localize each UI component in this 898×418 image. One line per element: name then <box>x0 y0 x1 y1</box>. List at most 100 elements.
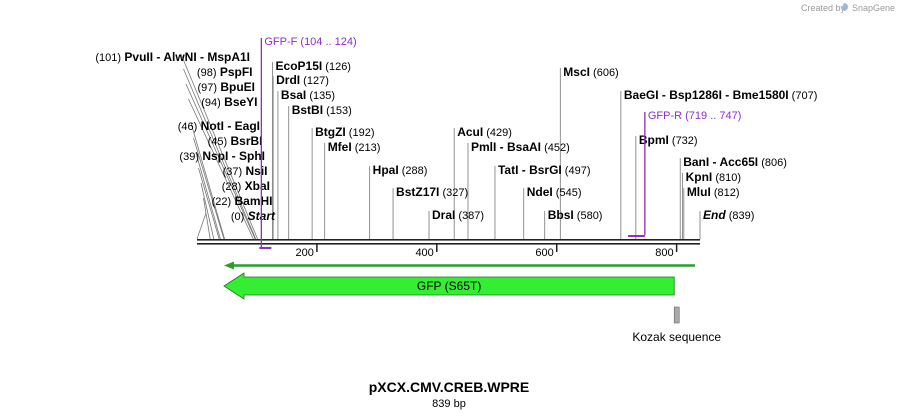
enzyme-name-pmli[interactable]: PmlI <box>471 140 496 154</box>
enzyme-name-mspa1i[interactable]: - MspA1I <box>197 50 250 64</box>
enzyme-name-start[interactable]: Start <box>244 209 276 223</box>
site-label-right-6[interactable]: HpaI (288) <box>373 163 428 177</box>
site-label-right-3[interactable]: BstBI (153) <box>292 103 352 117</box>
feature-gfp[interactable]: GFP (S65T) <box>223 272 675 300</box>
enzyme-name-bstbi[interactable]: BstBI <box>292 103 323 117</box>
site-label-right-18[interactable]: KpnI (810) <box>686 170 741 184</box>
site-label-left-6[interactable]: (39) NspI - SphI <box>179 149 265 163</box>
enzyme-name-bpmi[interactable]: BpmI <box>639 133 669 147</box>
svg-text:(98) PspFI: (98) PspFI <box>197 65 253 79</box>
enzyme-name-nsii[interactable]: NsiI <box>242 164 267 178</box>
site-label-right-17[interactable]: BanI - Acc65I (806) <box>683 155 787 169</box>
gfp-feature-arrow[interactable] <box>223 272 675 300</box>
svg-text:BpmI (732): BpmI (732) <box>639 133 698 147</box>
enzyme-name-kpni[interactable]: KpnI <box>686 170 713 184</box>
enzyme-name-pvuii[interactable]: PvuII <box>121 50 153 64</box>
site-label-right-0[interactable]: EcoP15I (126) <box>276 59 351 73</box>
enzyme-name-ndei[interactable]: NdeI <box>527 185 553 199</box>
enzyme-name-pspfi[interactable]: PspFI <box>216 65 252 79</box>
enzyme-name-xbai[interactable]: XbaI <box>241 179 270 193</box>
enzyme-name-sphi[interactable]: - SphI <box>228 149 265 163</box>
enzyme-name-bsrbi[interactable]: BsrBI <box>227 134 262 148</box>
svg-text:BbsI (580): BbsI (580) <box>548 208 603 222</box>
enzyme-name-acui[interactable]: AcuI <box>457 125 483 139</box>
enzyme-name-msci[interactable]: MscI <box>563 65 590 79</box>
enzyme-name-bsaai[interactable]: - BsaAI <box>496 140 541 154</box>
enzyme-name-bamhi[interactable]: BamHI <box>231 194 272 208</box>
site-position: (387) <box>455 210 484 222</box>
enzyme-name-btgzi[interactable]: BtgZI <box>315 125 346 139</box>
site-label-right-10[interactable]: PmlI - BsaAI (452) <box>471 140 570 154</box>
site-label-right-4[interactable]: BtgZI (192) <box>315 125 374 139</box>
site-label-left-1[interactable]: (98) PspFI <box>197 65 253 79</box>
primer-label-gfp-r[interactable]: GFP-R (719 .. 747) <box>648 110 742 122</box>
site-label-left-4[interactable]: (46) NotI - EagI <box>178 119 260 133</box>
enzyme-name-alwni[interactable]: - AlwNI <box>153 50 197 64</box>
enzyme-name-hpai[interactable]: HpaI <box>373 163 399 177</box>
enzyme-name-bbsi[interactable]: BbsI <box>548 208 574 222</box>
enzyme-name-nspi[interactable]: NspI <box>199 149 228 163</box>
enzyme-name-mlui[interactable]: MluI <box>687 185 711 199</box>
site-label-left-8[interactable]: (28) XbaI <box>222 179 270 193</box>
svg-text:DraI (387): DraI (387) <box>432 208 484 222</box>
primer-label-gfp-f[interactable]: GFP-F (104 .. 124) <box>264 36 356 48</box>
enzyme-name-tati[interactable]: TatI <box>498 163 518 177</box>
enzyme-name-end[interactable]: End <box>703 208 726 222</box>
enzyme-name-bsrgi[interactable]: - BsrGI <box>518 163 561 177</box>
enzyme-name-bani[interactable]: BanI <box>683 155 709 169</box>
site-label-right-19[interactable]: MluI (812) <box>687 185 740 199</box>
cut-site-lines <box>180 53 701 240</box>
site-position: (0) <box>231 211 244 223</box>
site-label-right-11[interactable]: TatI - BsrGI (497) <box>498 163 591 177</box>
site-label-right-14[interactable]: MscI (606) <box>563 65 618 79</box>
enzyme-name-baegi[interactable]: BaeGI <box>624 88 659 102</box>
primer-binding-bar[interactable] <box>259 247 272 249</box>
site-label-right-9[interactable]: AcuI (429) <box>457 125 512 139</box>
site-label-right-15[interactable]: BaeGI - Bsp1286I - Bme1580I (707) <box>624 88 818 102</box>
svg-text:(0) Start: (0) Start <box>231 209 276 223</box>
site-position: (429) <box>483 127 512 139</box>
site-label-left-5[interactable]: (45) BsrBI <box>208 134 263 148</box>
enzyme-name-ecop15i[interactable]: EcoP15I <box>276 59 323 73</box>
site-label-left-0[interactable]: (101) PvuII - AlwNI - MspA1I <box>95 50 250 64</box>
site-label-right-12[interactable]: NdeI (545) <box>527 185 582 199</box>
site-label-right-1[interactable]: DrdI (127) <box>276 73 329 87</box>
enzyme-name-drdi[interactable]: DrdI <box>276 73 300 87</box>
svg-text:(46) NotI - EagI: (46) NotI - EagI <box>178 119 260 133</box>
enzyme-name-bsai[interactable]: BsaI <box>281 88 306 102</box>
enzyme-name-drai[interactable]: DraI <box>432 208 455 222</box>
site-label-left-10[interactable]: (0) Start <box>231 209 276 223</box>
enzyme-name-bpuei[interactable]: BpuEI <box>217 80 255 94</box>
kozak-feature-box[interactable] <box>673 306 680 324</box>
enzyme-name-noti[interactable]: NotI <box>197 119 224 133</box>
site-label-right-16[interactable]: BpmI (732) <box>639 133 698 147</box>
site-label-left-2[interactable]: (97) BpuEI <box>197 80 255 94</box>
site-label-left-3[interactable]: (94) BseYI <box>201 95 257 109</box>
svg-text:BanI - Acc65I (806): BanI - Acc65I (806) <box>683 155 787 169</box>
enzyme-name-bsp1286i[interactable]: - Bsp1286I <box>659 88 722 102</box>
site-position: (22) <box>212 196 232 208</box>
site-position: (28) <box>222 181 242 193</box>
enzyme-name-bme1580i[interactable]: - Bme1580I <box>722 88 789 102</box>
site-position: (98) <box>197 67 217 79</box>
enzyme-name-mfei[interactable]: MfeI <box>328 140 352 154</box>
site-label-right-20[interactable]: End (839) <box>703 208 754 222</box>
site-label-right-5[interactable]: MfeI (213) <box>328 140 381 154</box>
feature-kozak[interactable]: Kozak sequence <box>632 306 721 344</box>
svg-text:NdeI (545): NdeI (545) <box>527 185 582 199</box>
enzyme-name-bstz17i[interactable]: BstZ17I <box>396 185 439 199</box>
site-label-right-13[interactable]: BbsI (580) <box>548 208 603 222</box>
gfp-feature-label: GFP (S65T) <box>417 279 481 293</box>
ruler-tick-label: 400 <box>415 247 433 259</box>
site-label-right-7[interactable]: BstZ17I (327) <box>396 185 468 199</box>
enzyme-name-acc65i[interactable]: - Acc65I <box>709 155 758 169</box>
enzyme-name-bseyi[interactable]: BseYI <box>221 95 258 109</box>
site-label-left-9[interactable]: (22) BamHI <box>212 194 273 208</box>
enzyme-name-eagi[interactable]: - EagI <box>224 119 260 133</box>
primer-binding-bar[interactable] <box>628 235 645 237</box>
map-length: 839 bp <box>432 398 466 410</box>
site-label-right-8[interactable]: DraI (387) <box>432 208 484 222</box>
site-label-right-2[interactable]: BsaI (135) <box>281 88 335 102</box>
svg-text:DrdI (127): DrdI (127) <box>276 73 329 87</box>
